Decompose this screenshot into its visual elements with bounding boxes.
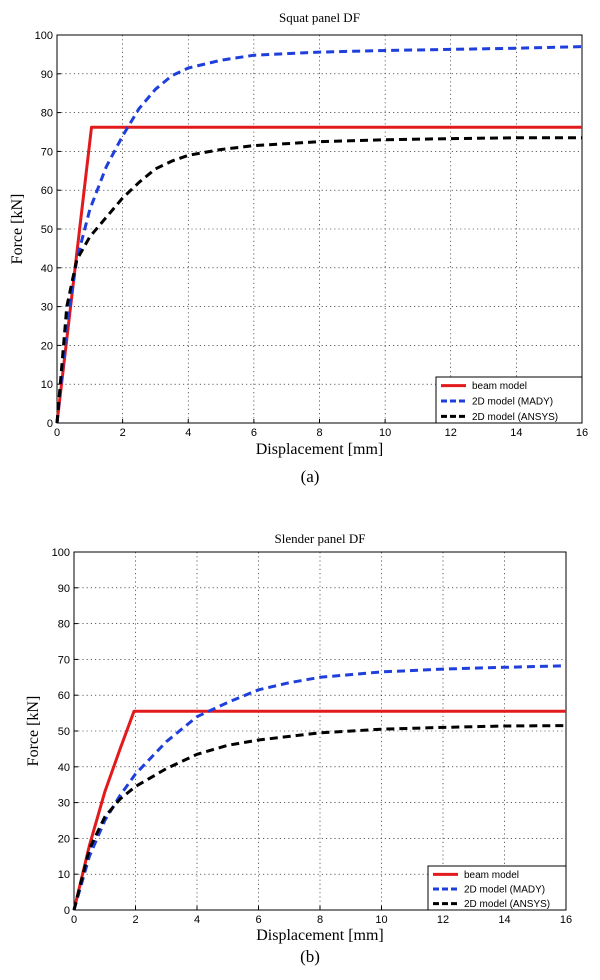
chart-squat-panel: 0 2 4 6 8 10 12 14 16 0 10 20 30 40 50 60 70 80 90 100 Squat…: [9, 10, 588, 486]
figure-caption: (b): [300, 947, 320, 966]
y-tick-label: 20: [58, 833, 70, 845]
chart-title: Slender panel DF: [275, 531, 366, 546]
y-tick-label: 50: [41, 224, 53, 236]
y-tick-label: 0: [47, 418, 53, 430]
x-axis-label: Displacement [mm]: [256, 927, 384, 944]
x-tick-label: 2: [120, 427, 126, 439]
y-axis-label: Force [kN]: [9, 194, 26, 265]
x-tick-label: 2: [132, 914, 138, 926]
series-line-2d-model-ansys: [72, 724, 567, 911]
chart-slender-panel: 0 2 4 6 8 10 12 14 16 0 10 20 30 40 50 60 70 80 90 100 Slend…: [25, 531, 572, 966]
legend-entry: 2D model (ANSYS): [464, 899, 550, 910]
chart-title: Squat panel DF: [279, 10, 360, 25]
y-tick-label: 80: [58, 619, 70, 631]
figure-caption: (a): [301, 467, 320, 486]
y-tick-label: 10: [41, 379, 53, 391]
y-tick-label: 40: [41, 263, 53, 275]
series-line-2d-model-ansys: [55, 136, 582, 424]
x-tick-label: 4: [185, 427, 191, 439]
series-line-beam-model: [55, 125, 582, 424]
y-tick-label: 100: [35, 30, 53, 42]
y-tick-label: 60: [41, 185, 53, 197]
y-tick-label: 30: [58, 798, 70, 810]
x-tick-label: 16: [576, 427, 588, 439]
x-tick-label: 4: [194, 914, 200, 926]
y-tick-label: 90: [58, 583, 70, 595]
x-tick-label: 14: [498, 914, 510, 926]
x-axis-label: Displacement [mm]: [256, 441, 384, 458]
y-tick-label: 70: [58, 654, 70, 666]
y-tick-label: 10: [58, 869, 70, 881]
plot-area-frame: [73, 551, 567, 911]
legend-entry: 2D model (MADY): [464, 885, 545, 896]
y-tick-label: 30: [41, 302, 53, 314]
x-tick-label: 8: [316, 427, 322, 439]
x-tick-label: 0: [71, 914, 77, 926]
x-tick-label: 14: [510, 427, 522, 439]
y-tick-label: 0: [64, 905, 70, 917]
legend-entry: 2D model (ANSYS): [472, 412, 558, 423]
y-tick-label: 80: [41, 108, 53, 120]
x-tick-label: 0: [54, 427, 60, 439]
legend-entry: 2D model (MADY): [472, 397, 553, 408]
x-tick-label: 12: [437, 914, 449, 926]
x-tick-label: 12: [445, 427, 457, 439]
x-tick-label: 6: [251, 427, 257, 439]
legend: beam model 2D model (MADY) 2D model (ANSYS…: [427, 865, 567, 911]
x-tick-label: 8: [317, 914, 323, 926]
y-tick-label: 70: [41, 146, 53, 158]
y-tick-label: 50: [58, 726, 70, 738]
y-tick-label: 20: [41, 340, 53, 352]
series-line-2d-model-mady: [55, 45, 583, 424]
x-tick-label: 16: [560, 914, 572, 926]
x-tick-label: 10: [379, 427, 391, 439]
legend-entry: beam model: [464, 870, 519, 881]
y-tick-label: 100: [52, 547, 70, 559]
y-axis-label: Force [kN]: [25, 696, 42, 767]
x-tick-label: 6: [255, 914, 261, 926]
x-tick-label: 10: [375, 914, 387, 926]
y-tick-label: 90: [41, 69, 53, 81]
legend: beam model 2D model (MADY) 2D model (ANSYS…: [435, 376, 583, 424]
y-tick-label: 60: [58, 690, 70, 702]
legend-entry: beam model: [472, 381, 527, 392]
y-tick-label: 40: [58, 762, 70, 774]
